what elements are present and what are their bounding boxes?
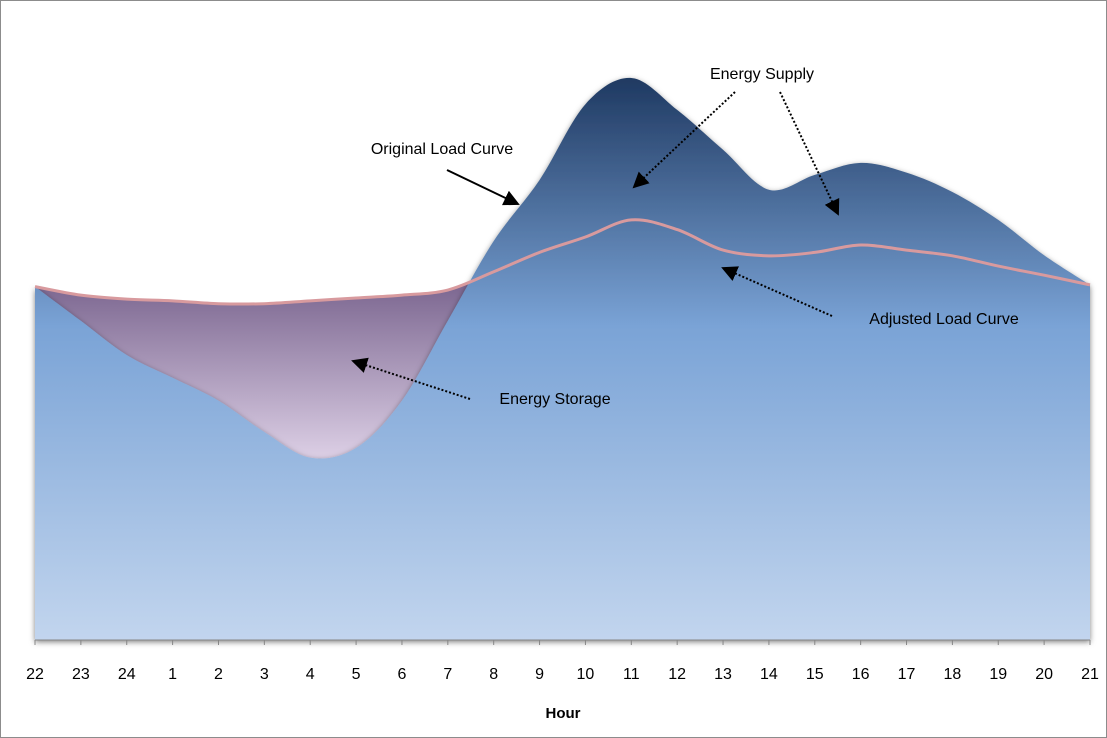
x-tick-label: 4: [306, 666, 315, 683]
x-tick-label: 9: [535, 666, 544, 683]
x-tick-label: 2: [214, 666, 223, 683]
annotation-arrow: [446, 169, 520, 206]
x-tick-label: 18: [943, 666, 961, 683]
x-tick-label: 7: [443, 666, 452, 683]
annotation: Energy Supply: [710, 66, 814, 83]
x-tick-label: 23: [72, 666, 90, 683]
x-tick-label: 12: [668, 666, 686, 683]
annotation: Original Load Curve: [371, 141, 513, 158]
plot-area: [34, 77, 1091, 641]
x-tick-label: 21: [1081, 666, 1099, 683]
x-tick-label: 6: [398, 666, 407, 683]
x-tick-label: 15: [806, 666, 824, 683]
x-tick-label: 11: [623, 666, 640, 683]
x-tick-label: 3: [260, 666, 269, 683]
annotation: Energy Storage: [499, 391, 610, 408]
annotation: Adjusted Load Curve: [869, 311, 1019, 328]
x-tick-label: 22: [26, 666, 44, 683]
x-tick-label: 14: [760, 666, 778, 683]
x-tick-label: 17: [898, 666, 916, 683]
annotation-arrow: [351, 357, 471, 400]
x-tick-label: 13: [714, 666, 732, 683]
x-tick-label: 24: [118, 666, 136, 683]
annotation-arrow: [632, 91, 736, 189]
x-tick-label: 5: [352, 666, 361, 683]
x-tick-label: 1: [168, 666, 177, 683]
x-tick-label: 8: [489, 666, 498, 683]
x-axis-label: Hour: [546, 705, 581, 722]
x-tick-label: 20: [1035, 666, 1053, 683]
supply-area: [35, 77, 1090, 641]
x-tick-label: 10: [577, 666, 595, 683]
adjusted-line: [34, 218, 1091, 306]
x-tick-label: 19: [989, 666, 1007, 683]
annotation-arrow: [779, 91, 840, 216]
x-tick-label: 16: [852, 666, 870, 683]
